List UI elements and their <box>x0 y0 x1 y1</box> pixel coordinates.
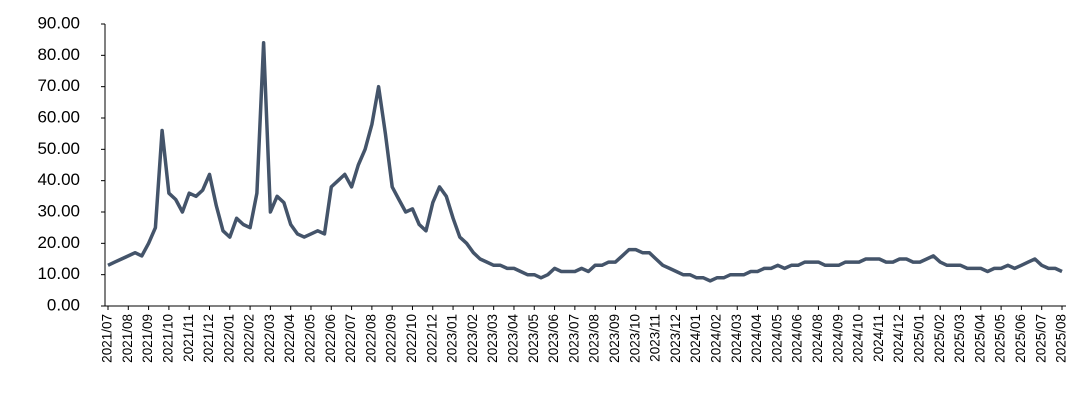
x-tick-label: 2022/01 <box>221 314 236 363</box>
x-tick-label: 2023/08 <box>587 314 602 363</box>
x-tick-label: 2025/06 <box>1013 314 1028 363</box>
data-line <box>107 41 1063 283</box>
x-tick-label: 2025/01 <box>911 314 926 363</box>
x-tick-label: 2024/04 <box>749 314 764 363</box>
x-tick-label: 2021/11 <box>181 314 196 362</box>
x-tick-label: 2025/03 <box>952 314 967 363</box>
x-tick-label: 2024/08 <box>810 314 825 363</box>
x-tick-label: 2021/10 <box>160 314 175 363</box>
x-tick-label: 2022/09 <box>384 314 399 363</box>
x-tick-label: 2021/12 <box>201 314 216 363</box>
x-tick-label: 2024/06 <box>790 314 805 363</box>
x-tick-label: 2024/09 <box>830 314 845 363</box>
x-tick-label: 2022/07 <box>343 314 358 363</box>
x-tick-label: 2024/10 <box>851 314 866 363</box>
y-tick-label: 90.00 <box>37 13 80 32</box>
y-tick-label: 0.00 <box>47 295 80 314</box>
x-tick-label: 2022/02 <box>242 314 257 363</box>
x-tick-label: 2023/09 <box>607 314 622 363</box>
y-tick-label: 70.00 <box>37 76 80 95</box>
x-tick-label: 2022/10 <box>404 314 419 363</box>
x-tick-label: 2025/07 <box>1033 314 1048 363</box>
x-tick-label: 2022/08 <box>363 314 378 363</box>
x-tick-label: 2024/05 <box>769 314 784 363</box>
y-tick-label: 60.00 <box>37 107 80 126</box>
x-tick-label: 2024/11 <box>871 314 886 362</box>
x-tick-label: 2025/02 <box>932 314 947 363</box>
x-tick-label: 2023/12 <box>668 314 683 363</box>
x-tick-label: 2023/02 <box>465 314 480 363</box>
y-tick-label: 50.00 <box>37 139 80 158</box>
x-tick-label: 2023/04 <box>506 314 521 363</box>
x-tick-label: 2021/09 <box>140 314 155 363</box>
x-tick-label: 2022/04 <box>282 314 297 363</box>
x-tick-label: 2023/06 <box>546 314 561 363</box>
x-tick-label: 2022/06 <box>323 314 338 363</box>
x-tick-label: 2025/04 <box>972 314 987 363</box>
y-tick-label: 20.00 <box>37 233 80 252</box>
x-tick-label: 2022/05 <box>303 314 318 363</box>
y-tick-label: 30.00 <box>37 201 80 220</box>
x-tick-label: 2024/12 <box>891 314 906 363</box>
x-tick-label: 2022/03 <box>262 314 277 363</box>
x-tick-label: 2025/08 <box>1054 314 1069 363</box>
x-tick-label: 2023/01 <box>445 314 460 363</box>
x-tick-label: 2025/05 <box>993 314 1008 363</box>
x-tick-label: 2023/11 <box>648 314 663 362</box>
x-tick-label: 2022/12 <box>424 314 439 363</box>
x-tick-label: 2021/08 <box>120 314 135 363</box>
x-tick-label: 2024/02 <box>708 314 723 363</box>
x-tick-label: 2023/05 <box>526 314 541 363</box>
x-tick-label: 2023/10 <box>627 314 642 363</box>
y-tick-label: 80.00 <box>37 45 80 64</box>
x-tick-label: 2024/03 <box>729 314 744 363</box>
x-tick-label: 2023/03 <box>485 314 500 363</box>
y-tick-label: 40.00 <box>37 170 80 189</box>
y-tick-label: 10.00 <box>37 264 80 283</box>
x-tick-label: 2023/07 <box>566 314 581 363</box>
x-tick-label: 2021/07 <box>100 314 115 363</box>
x-tick-label: 2024/01 <box>688 314 703 363</box>
